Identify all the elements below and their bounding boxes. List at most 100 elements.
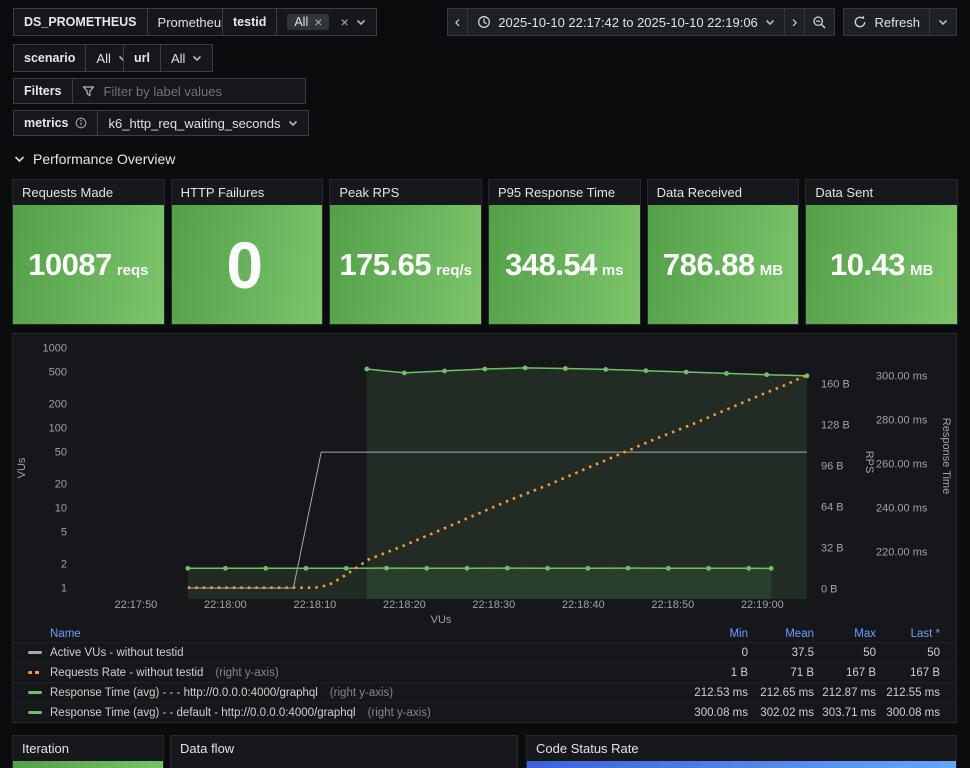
stat-panel-body: 175.65 req/s	[330, 205, 481, 324]
series-max: 50	[863, 646, 876, 659]
y-axis-tick-label: 0 B	[821, 584, 838, 596]
series-line	[187, 373, 808, 589]
stat-panel: Data Sent 10.43 MB	[805, 179, 958, 325]
legend-header-max[interactable]: Max	[854, 628, 876, 640]
chevron-left-icon: ‹	[454, 11, 461, 31]
legend-header-name[interactable]: Name	[50, 628, 81, 640]
time-range-picker[interactable]: 2025-10-10 22:17:42 to 2025-10-10 22:19:…	[467, 8, 785, 36]
chip-remove-icon[interactable]: ×	[314, 14, 323, 30]
clear-selection-icon[interactable]: ×	[340, 14, 349, 30]
y-axis-tick-label: 2	[61, 558, 67, 570]
series-mean: 37.5	[791, 646, 814, 659]
refresh-icon	[853, 15, 867, 29]
series-point	[665, 565, 671, 571]
series-mean: 302.02 ms	[760, 706, 814, 719]
iteration-panel-title: Iteration	[22, 741, 69, 756]
series-point	[683, 369, 689, 375]
metrics-select[interactable]: k6_http_req_waiting_seconds	[97, 110, 309, 136]
stat-value: 175.65	[339, 246, 432, 282]
series-last: 300.08 ms	[886, 706, 940, 719]
legend-header: Name Min Mean Max Last *	[13, 626, 956, 642]
url-label: url	[123, 44, 161, 72]
url-variable: url All	[123, 44, 214, 72]
series-min: 0	[741, 646, 748, 659]
x-axis-tick-label: 22:18:30	[472, 599, 515, 611]
series-point	[442, 368, 447, 374]
datasource-label: DS_PROMETHEUS	[13, 8, 148, 36]
filters-label: Filters	[13, 78, 73, 104]
series-point	[303, 565, 309, 571]
stat-panel-title: Data Received	[656, 185, 742, 200]
x-axis-tick-label: 22:18:10	[293, 599, 336, 611]
code-status-rate-panel-title: Code Status Rate	[536, 741, 639, 756]
scenario-label: scenario	[13, 44, 87, 72]
legend-header-last[interactable]: Last *	[910, 628, 940, 640]
testid-select[interactable]: All × ×	[276, 8, 377, 36]
stat-unit: MB	[910, 261, 934, 279]
y-axis-tick-label: 1000	[43, 343, 67, 355]
series-point	[464, 565, 470, 571]
series-name[interactable]: Requests Rate - without testid	[50, 666, 204, 679]
series-max: 212.87 ms	[822, 686, 876, 699]
chevron-down-icon	[765, 19, 775, 26]
scenario-variable: scenario All	[13, 44, 139, 72]
series-name[interactable]: Response Time (avg) - - - http://0.0.0.0…	[50, 686, 318, 699]
y-axis-tick-label: 100	[49, 423, 67, 435]
series-axis-note: (right y-axis)	[329, 686, 394, 699]
series-swatch	[28, 691, 42, 694]
series-point	[603, 367, 609, 372]
series-max: 167 B	[845, 666, 876, 679]
legend-row: Response Time (avg) - - - http://0.0.0.0…	[13, 682, 956, 702]
y-axis-title: RPS	[863, 451, 875, 474]
time-shift-back-button[interactable]: ‹	[446, 8, 469, 36]
series-name[interactable]: Active VUs - without testid	[50, 646, 184, 659]
series-point	[424, 565, 430, 571]
chevron-down-icon	[14, 155, 25, 163]
stat-value: 786.88	[662, 246, 755, 282]
stat-panel-title: HTTP Failures	[180, 185, 265, 200]
legend-header-min[interactable]: Min	[729, 628, 748, 640]
url-select[interactable]: All	[159, 44, 214, 72]
metrics-control: metrics k6_http_req_waiting_seconds	[13, 110, 309, 136]
stat-unit: ms	[601, 261, 624, 279]
y-axis-tick-label: 220.00 ms	[876, 547, 928, 559]
testid-chip-all[interactable]: All ×	[287, 14, 330, 30]
y-axis-tick-label: 50	[55, 447, 67, 459]
series-fill	[187, 568, 772, 599]
series-point	[185, 565, 191, 571]
time-shift-forward-button[interactable]: ›	[783, 8, 806, 36]
stat-unit: reqs	[116, 261, 149, 279]
series-point	[706, 565, 711, 571]
series-axis-note: (right y-axis)	[215, 666, 279, 679]
iteration-stat-bar	[13, 761, 163, 768]
y-axis-tick-label: 200	[49, 398, 67, 410]
timeseries-chart[interactable]: 1000 500 200 100 50 20 10 5 2 1 VUs 0 B 32 B 64 B 96 B…	[13, 340, 958, 630]
chevron-right-icon: ›	[791, 11, 798, 31]
series-mean: 212.65 ms	[760, 686, 814, 699]
refresh-label: Refresh	[874, 14, 920, 30]
y-axis-tick-label: 10	[55, 503, 67, 515]
series-min: 300.08 ms	[694, 706, 748, 719]
series-last: 167 B	[909, 666, 940, 679]
filters-input-box[interactable]	[71, 78, 306, 104]
filters-input[interactable]	[101, 82, 296, 100]
testid-variable: testid All × ×	[222, 8, 377, 36]
series-point	[482, 366, 488, 372]
timeseries-panel: 1000 500 200 100 50 20 10 5 2 1 VUs 0 B 32 B 64 B 96 B…	[12, 333, 957, 723]
zoom-out-time-button[interactable]	[804, 8, 836, 36]
stat-panel-title: Requests Made	[22, 185, 114, 200]
stat-panel-body: 348.54 ms	[489, 205, 640, 324]
section-performance-overview[interactable]: Performance Overview	[14, 151, 175, 167]
code-status-rate-bar	[527, 761, 956, 768]
refresh-button[interactable]: Refresh	[843, 8, 930, 36]
stat-panel-body: 10087 reqs	[13, 205, 164, 324]
series-name[interactable]: Response Time (avg) - - default - http:/…	[50, 706, 356, 719]
stat-panel-body: 0	[171, 205, 323, 324]
y-axis-tick-label: 160 B	[821, 379, 850, 391]
y-axis-tick-label: 300.00 ms	[876, 371, 928, 383]
clock-icon	[477, 15, 491, 29]
legend-header-mean[interactable]: Mean	[785, 628, 814, 640]
refresh-interval-dropdown[interactable]	[929, 8, 957, 36]
series-last: 212.55 ms	[886, 686, 940, 699]
y-axis-tick-label: 32 B	[821, 543, 844, 555]
